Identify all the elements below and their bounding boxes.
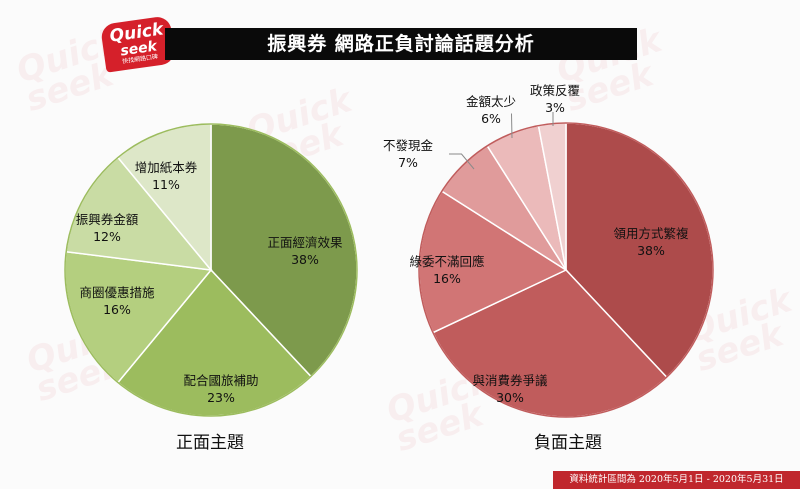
pie-chart-positive: 正面經濟效果 38% 配合國旅補助 23% 商圈優惠措施 16% 振興券金額 12% 增加紙本券… [64,123,358,417]
negative-chart-caption: 負面主題 [534,433,602,453]
slice-value-label: 7% [398,155,418,170]
page-title: 振興券 網路正負討論話題分析 [165,28,637,60]
slice-label: 與消費券爭議 [472,373,548,388]
slice-label: 領用方式繁複 [613,226,689,241]
slice-value-label: 16% [433,271,461,286]
slice-label: 政策反覆 [530,83,581,98]
slice-label: 綠委不滿回應 [409,254,484,269]
slice-label: 金額太少 [466,94,516,109]
slice-value-label: 38% [637,243,665,258]
slice-label: 商圈優惠措施 [79,285,155,300]
slice-value-label: 38% [291,252,319,267]
date-range-footer: 資料統計區間為 2020年5月1日 - 2020年5月31日 [553,471,800,489]
leader-line [511,113,513,139]
pie-chart-negative: 領用方式繁複 38% 與消費券爭議 30% 綠委不滿回應 16% 不發現金 7% 金額太少 6% 政… [383,83,714,418]
slice-label: 正面經濟效果 [267,235,343,250]
positive-chart-caption: 正面主題 [176,433,244,453]
slice-value-label: 30% [496,390,524,405]
pie-outline [64,123,358,417]
slice-value-label: 12% [93,229,121,244]
slice-value-label: 16% [103,302,131,317]
slice-label: 增加紙本券 [135,160,198,175]
slice-value-label: 6% [481,111,501,126]
slice-label: 配合國旅補助 [183,373,258,388]
leader-line [449,153,475,170]
slice-value-label: 3% [545,100,565,115]
slice-value-label: 23% [207,390,235,405]
slice-value-label: 11% [152,177,180,192]
pie-outline [418,122,714,418]
slice-label: 振興券金額 [76,212,139,227]
slice-label: 不發現金 [383,138,434,153]
